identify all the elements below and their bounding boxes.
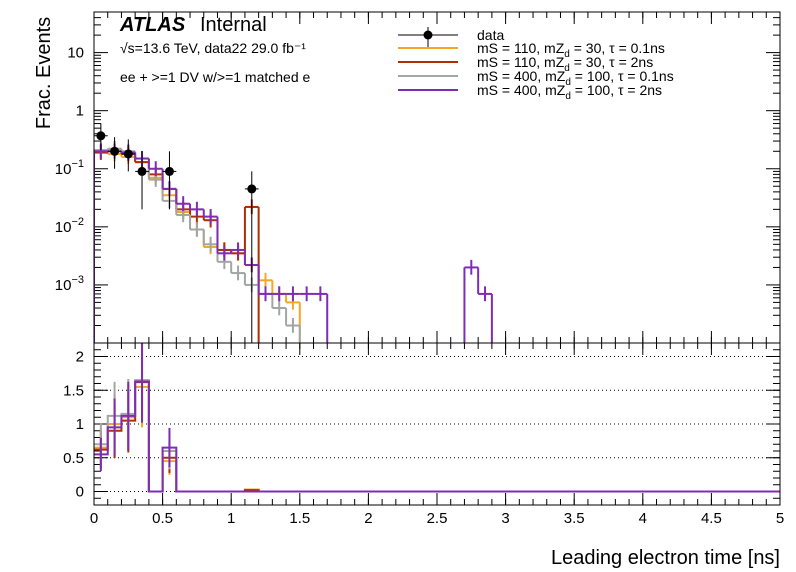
selection-label: ee + >=1 DV w/>=1 matched e bbox=[120, 69, 311, 85]
energy-label: √s=13.6 TeV, data22 29.0 fb⁻¹ bbox=[120, 40, 306, 56]
legend-entry-s1: mS = 110, mZd = 30, τ = 0.1ns bbox=[398, 40, 665, 60]
ratio-xtick-label: 3.5 bbox=[564, 510, 585, 527]
ratio-ytick-label: 2 bbox=[76, 349, 84, 366]
data-point bbox=[123, 149, 133, 159]
legend-label-data: data bbox=[477, 27, 504, 43]
legend-entry-s4: mS = 400, mZd = 100, τ = 2ns bbox=[398, 82, 662, 102]
ratio-xtick-label: 5 bbox=[776, 510, 784, 527]
ratio-series-2 bbox=[94, 343, 780, 493]
atlas-status-label: Internal bbox=[200, 14, 267, 36]
ratio-series-2-line bbox=[94, 379, 780, 493]
legend-entry-data: data bbox=[398, 27, 504, 47]
ratio-series-3-line bbox=[94, 380, 780, 493]
ratio-series bbox=[94, 343, 780, 493]
main-series bbox=[94, 123, 493, 343]
ratio-xtick-label: 0 bbox=[90, 510, 98, 527]
main-ytick-label: 10−3 bbox=[55, 274, 84, 294]
main-ytick-label: 1 bbox=[76, 103, 84, 120]
ratio-series-0 bbox=[94, 346, 780, 493]
legend-label-s1: mS = 110, mZd = 30, τ = 0.1ns bbox=[477, 40, 665, 60]
main-panel: 10−3 10−2 10−1 1 10 Frac. Events ATLAS Inter… bbox=[33, 11, 781, 344]
ratio-series-1 bbox=[94, 343, 780, 493]
data-point bbox=[110, 146, 120, 156]
main-ytick-label: 10 bbox=[67, 45, 84, 62]
ratio-frame bbox=[93, 342, 781, 506]
series-1 bbox=[94, 144, 301, 343]
legend: data mS = 110, mZd = 30, τ = 0.1ns mS = … bbox=[398, 27, 674, 102]
ratio-xtick-label: 1.5 bbox=[289, 510, 310, 527]
ratio-xtick-label: 4 bbox=[639, 510, 647, 527]
ratio-ytick-label: 0.5 bbox=[63, 450, 84, 467]
legend-marker-data-dot bbox=[423, 30, 433, 40]
ratio-grid bbox=[94, 356, 780, 492]
ratio-xtick-label: 4.5 bbox=[701, 510, 722, 527]
main-ytick-label: 10−1 bbox=[55, 158, 84, 178]
x-axis-label: Leading electron time [ns] bbox=[551, 547, 780, 569]
series-data bbox=[94, 123, 259, 343]
series-3 bbox=[94, 141, 301, 343]
ratio-xtick-label: 0.5 bbox=[152, 510, 173, 527]
ratio-ytick-label: 1 bbox=[76, 416, 84, 433]
ratio-xtick-label: 2 bbox=[364, 510, 372, 527]
legend-label-s4: mS = 400, mZd = 100, τ = 2ns bbox=[477, 82, 662, 102]
legend-entry-s2: mS = 110, mZd = 30, τ = 2ns bbox=[398, 54, 653, 74]
data-point bbox=[137, 166, 147, 176]
ratio-series-1-line bbox=[94, 381, 780, 493]
legend-entry-s3: mS = 400, mZd = 100, τ = 0.1ns bbox=[398, 68, 674, 88]
legend-label-s3: mS = 400, mZd = 100, τ = 0.1ns bbox=[477, 68, 674, 88]
ratio-ytick-label: 0 bbox=[76, 484, 84, 501]
atlas-label: ATLAS bbox=[119, 14, 186, 36]
main-ticks: 10−3 10−2 10−1 1 10 bbox=[55, 12, 781, 343]
data-point bbox=[247, 184, 257, 194]
ratio-panel: 0 0.5 1 1.5 2 0 0.5 1 1.5 2 2.5 3 3.5 4 4.5 5 bbox=[63, 342, 784, 527]
main-ylabel: Frac. Events bbox=[33, 17, 55, 129]
ratio-ticks: 0 0.5 1 1.5 2 0 0.5 1 1.5 2 2.5 3 3.5 4 4.5 5 bbox=[63, 343, 784, 527]
data-point bbox=[96, 131, 106, 141]
data-point bbox=[164, 166, 174, 176]
series-4 bbox=[94, 143, 493, 343]
ratio-series-3 bbox=[94, 343, 780, 493]
ratio-xtick-label: 2.5 bbox=[427, 510, 448, 527]
main-ytick-label: 10−2 bbox=[55, 216, 84, 236]
ratio-xtick-label: 1 bbox=[227, 510, 235, 527]
ratio-ytick-label: 1.5 bbox=[63, 382, 84, 399]
ratio-series-0-line bbox=[94, 385, 780, 493]
ratio-xtick-label: 3 bbox=[501, 510, 509, 527]
legend-label-s2: mS = 110, mZd = 30, τ = 2ns bbox=[477, 54, 653, 74]
